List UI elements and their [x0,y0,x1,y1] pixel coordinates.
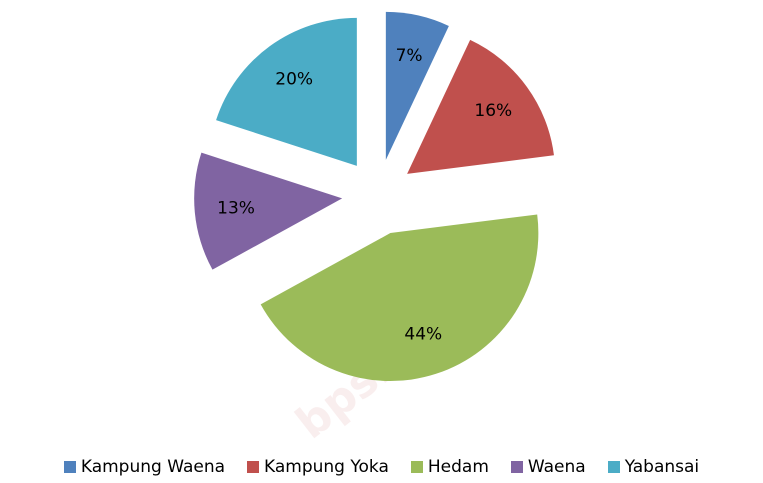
data-label: 7% [396,46,423,66]
pie-slice [260,214,539,382]
legend-label: Hedam [427,457,489,477]
legend-label: Yabansai [624,457,700,477]
pie-slice [407,39,554,174]
legend-swatch [410,461,423,473]
data-label: 13% [217,198,255,218]
legend-item: Kampung Waena [63,455,226,479]
legend-item: Waena [510,455,586,479]
legend-swatch [247,461,260,473]
legend: Kampung Waena Kampung Yoka Hedam Waena Yaban… [0,455,763,479]
legend-item: Hedam [410,455,489,479]
legend-label: Waena [527,457,586,477]
pie-slice [216,17,357,166]
legend-label: Kampung Waena [80,457,226,477]
legend-swatch [63,461,76,473]
legend-item: Yabansai [607,455,700,479]
legend-label: Kampung Yoka [264,457,389,477]
pie-slice [385,11,449,160]
data-label: 20% [275,70,313,90]
legend-swatch [510,461,523,473]
data-label: 16% [474,101,512,121]
legend-item: Kampung Yoka [247,455,389,479]
pie-slice [194,152,343,270]
data-label: 44% [404,324,442,344]
legend-swatch [607,461,620,473]
